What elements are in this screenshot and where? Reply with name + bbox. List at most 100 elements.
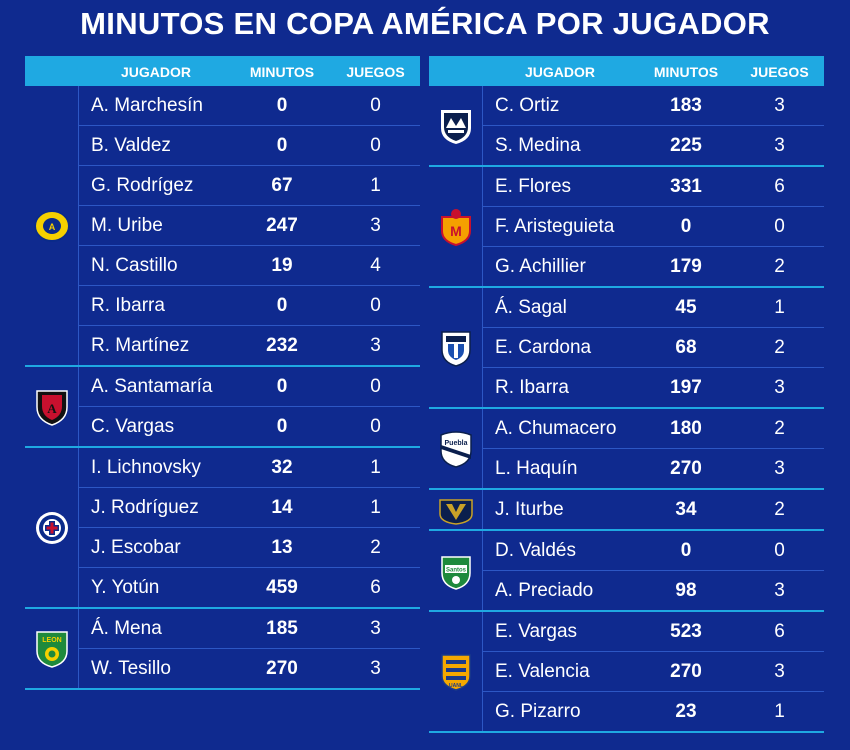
- monterrey-crest-icon: [429, 86, 483, 165]
- team-group: Santos D. Valdés 0 0 A. Preciado 98 3: [429, 531, 824, 612]
- table-row: A. Preciado 98 3: [483, 571, 824, 610]
- player-name: C. Ortiz: [495, 95, 560, 116]
- table-row: B. Valdez 0 0: [79, 126, 420, 166]
- header-minutos: MINUTOS: [249, 64, 315, 80]
- team-group: Á. Sagal 45 1 E. Cardona 68 2 R. Ibarra 197 3: [429, 288, 824, 409]
- table-row: W. Tesillo 270 3: [79, 649, 420, 688]
- morelia-crest-icon: M: [429, 167, 483, 286]
- player-minutes: 270: [670, 458, 702, 479]
- player-minutes: 180: [670, 418, 702, 439]
- player-games: 2: [774, 337, 785, 358]
- player-minutes: 331: [670, 176, 702, 197]
- player-name: G. Achillier: [495, 256, 586, 277]
- player-name: E. Vargas: [495, 621, 578, 642]
- header-juegos: JUEGOS: [750, 64, 809, 80]
- player-name: A. Chumacero: [495, 418, 617, 439]
- player-minutes: 23: [675, 701, 697, 722]
- table-row: F. Aristeguieta 0 0: [483, 207, 824, 247]
- team-group: J. Iturbe 34 2: [429, 490, 824, 531]
- table-row: R. Ibarra 197 3: [483, 368, 824, 407]
- player-games: 1: [774, 701, 785, 722]
- player-name: E. Flores: [495, 176, 572, 197]
- player-minutes: 0: [276, 416, 288, 437]
- player-minutes: 232: [266, 335, 298, 356]
- svg-text:Santos: Santos: [445, 567, 466, 573]
- header-jugador: JUGADOR: [524, 64, 595, 80]
- player-games: 2: [774, 499, 785, 520]
- team-group: LEON Á. Mena 185 3 W. Tesillo 270 3: [25, 609, 420, 690]
- player-name: G. Pizarro: [495, 701, 581, 722]
- player-games: 0: [370, 376, 381, 397]
- leon-crest-icon: LEON: [25, 609, 79, 688]
- player-minutes: 0: [276, 295, 288, 316]
- player-name: J. Iturbe: [495, 499, 564, 520]
- tigres-crest-icon: UANL: [429, 612, 483, 731]
- player-minutes: 0: [276, 135, 288, 156]
- player-name: E. Cardona: [495, 337, 592, 358]
- player-minutes: 183: [670, 95, 702, 116]
- player-name: J. Rodríguez: [91, 497, 199, 518]
- player-games: 3: [370, 335, 381, 356]
- header-minutos: MINUTOS: [653, 64, 719, 80]
- player-name: Á. Sagal: [495, 297, 567, 318]
- table-row: J. Iturbe 34 2: [483, 490, 824, 529]
- table-row: J. Rodríguez 14 1: [79, 488, 420, 528]
- page-title: MINUTOS EN COPA AMÉRICA POR JUGADOR: [80, 6, 770, 41]
- table-row: Y. Yotún 459 6: [79, 568, 420, 607]
- player-games: 0: [370, 95, 381, 116]
- team-group: Puebla A. Chumacero 180 2 L. Haquín 270 3: [429, 409, 824, 490]
- table-row: E. Valencia 270 3: [483, 652, 824, 692]
- player-name: I. Lichnovsky: [91, 457, 201, 478]
- player-minutes: 0: [276, 95, 288, 116]
- player-minutes: 68: [675, 337, 697, 358]
- player-name: R. Martínez: [91, 335, 190, 356]
- player-games: 3: [774, 580, 785, 601]
- right-table: JUGADOR MINUTOS JUEGOS C. Ortiz 183 3 S. Me…: [429, 56, 824, 733]
- player-name: D. Valdés: [495, 540, 576, 561]
- player-minutes: 13: [271, 537, 293, 558]
- table-row: E. Flores 331 6: [483, 167, 824, 207]
- player-games: 3: [774, 377, 785, 398]
- table-row: A. Chumacero 180 2: [483, 409, 824, 449]
- svg-text:A: A: [48, 222, 55, 232]
- table-header: JUGADOR MINUTOS JUEGOS: [429, 56, 824, 86]
- table-row: A. Marchesín 0 0: [79, 86, 420, 126]
- player-name: Á. Mena: [91, 618, 162, 639]
- pachuca-crest-icon: [429, 288, 483, 407]
- team-group: I. Lichnovsky 32 1 J. Rodríguez 14 1 J. Escoba…: [25, 448, 420, 609]
- player-games: 3: [774, 135, 785, 156]
- player-name: A. Santamaría: [91, 376, 213, 397]
- player-games: 6: [774, 176, 785, 197]
- player-games: 1: [370, 457, 381, 478]
- player-games: 3: [370, 618, 381, 639]
- table-row: N. Castillo 19 4: [79, 246, 420, 286]
- player-games: 3: [370, 658, 381, 679]
- player-name: G. Rodrígez: [91, 175, 194, 196]
- player-name: B. Valdez: [91, 135, 171, 156]
- player-games: 1: [774, 297, 785, 318]
- team-group: UANL E. Vargas 523 6 E. Valencia 270 3 G. Pizar…: [429, 612, 824, 733]
- svg-text:M: M: [450, 223, 462, 239]
- table-row: R. Martínez 232 3: [79, 326, 420, 365]
- table-row: R. Ibarra 0 0: [79, 286, 420, 326]
- player-games: 2: [774, 418, 785, 439]
- header-jugador: JUGADOR: [120, 64, 191, 80]
- player-games: 6: [774, 621, 785, 642]
- player-minutes: 45: [675, 297, 697, 318]
- team-group: M E. Flores 331 6 F. Aristeguieta 0 0 G. Achill…: [429, 167, 824, 288]
- player-games: 4: [370, 255, 381, 276]
- player-name: A. Marchesín: [91, 95, 203, 116]
- table-row: I. Lichnovsky 32 1: [79, 448, 420, 488]
- santos-crest-icon: Santos: [429, 531, 483, 610]
- player-games: 1: [370, 175, 381, 196]
- player-games: 1: [370, 497, 381, 518]
- club-america-crest-icon: A: [25, 86, 79, 365]
- player-minutes: 0: [680, 216, 692, 237]
- table-row: Á. Mena 185 3: [79, 609, 420, 649]
- player-minutes: 179: [670, 256, 702, 277]
- player-name: J. Escobar: [91, 537, 181, 558]
- svg-text:Puebla: Puebla: [444, 440, 467, 447]
- table-row: J. Escobar 13 2: [79, 528, 420, 568]
- player-games: 0: [774, 216, 785, 237]
- player-minutes: 197: [670, 377, 702, 398]
